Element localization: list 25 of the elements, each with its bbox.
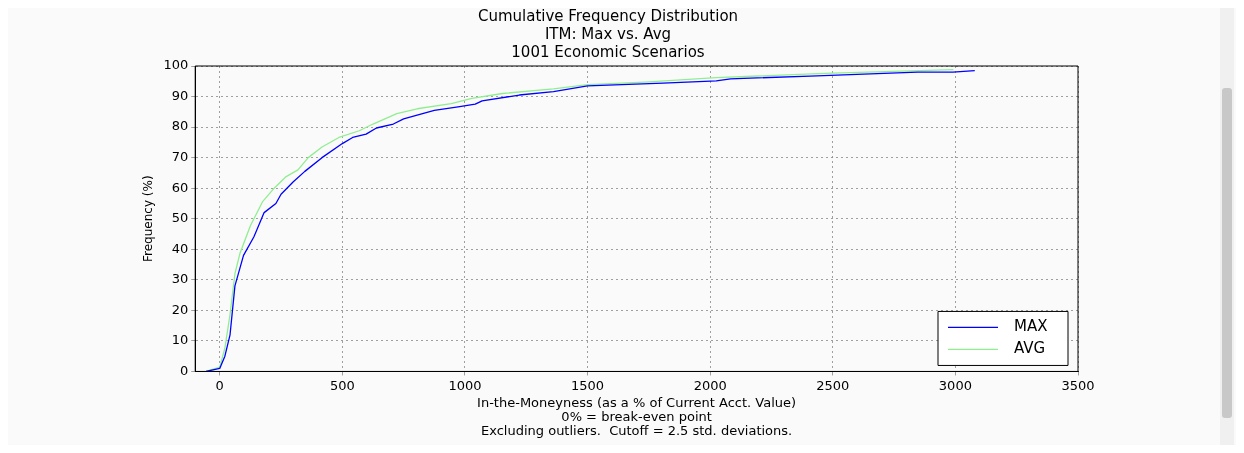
x-tick-label: 0 (215, 377, 224, 393)
chart-subtitle: ITM: Max vs. Avg 1001 Economic Scenarios (511, 24, 705, 61)
x-tick-label: 3500 (1061, 377, 1095, 393)
x-axis-title: In-the-Moneyness (as a % of Current Acct. Value) 0% = break-even point Excluding outliers. Cutoff = 2.5 std. deviations. (477, 395, 797, 438)
y-tick-label: 90 (171, 87, 189, 103)
x-tick-label: 2000 (693, 377, 727, 393)
y-tick-label: 0 (179, 362, 189, 378)
x-tick-label: 1000 (448, 377, 482, 393)
chart-title: Cumulative Frequency Distribution (477, 6, 739, 25)
x-tick-label: 2500 (816, 377, 850, 393)
x-tick-label: 500 (329, 377, 355, 393)
y-tick-label: 100 (163, 57, 189, 73)
legend-label: MAX (1014, 317, 1048, 336)
y-axis-title: Frequency (%) (141, 175, 156, 263)
x-tick-label: 1500 (571, 377, 605, 393)
y-tick-label: 10 (171, 332, 189, 348)
y-tick-label: 20 (171, 301, 189, 317)
x-tick-label: 3000 (938, 377, 972, 393)
y-tick-label: 80 (171, 118, 189, 134)
legend-label: AVG (1014, 339, 1046, 358)
y-tick-label: 60 (171, 179, 189, 195)
y-tick-label: 70 (171, 149, 189, 165)
y-tick-label: 40 (171, 240, 189, 256)
y-tick-label: 50 (171, 210, 189, 226)
y-tick-label: 30 (171, 271, 189, 287)
